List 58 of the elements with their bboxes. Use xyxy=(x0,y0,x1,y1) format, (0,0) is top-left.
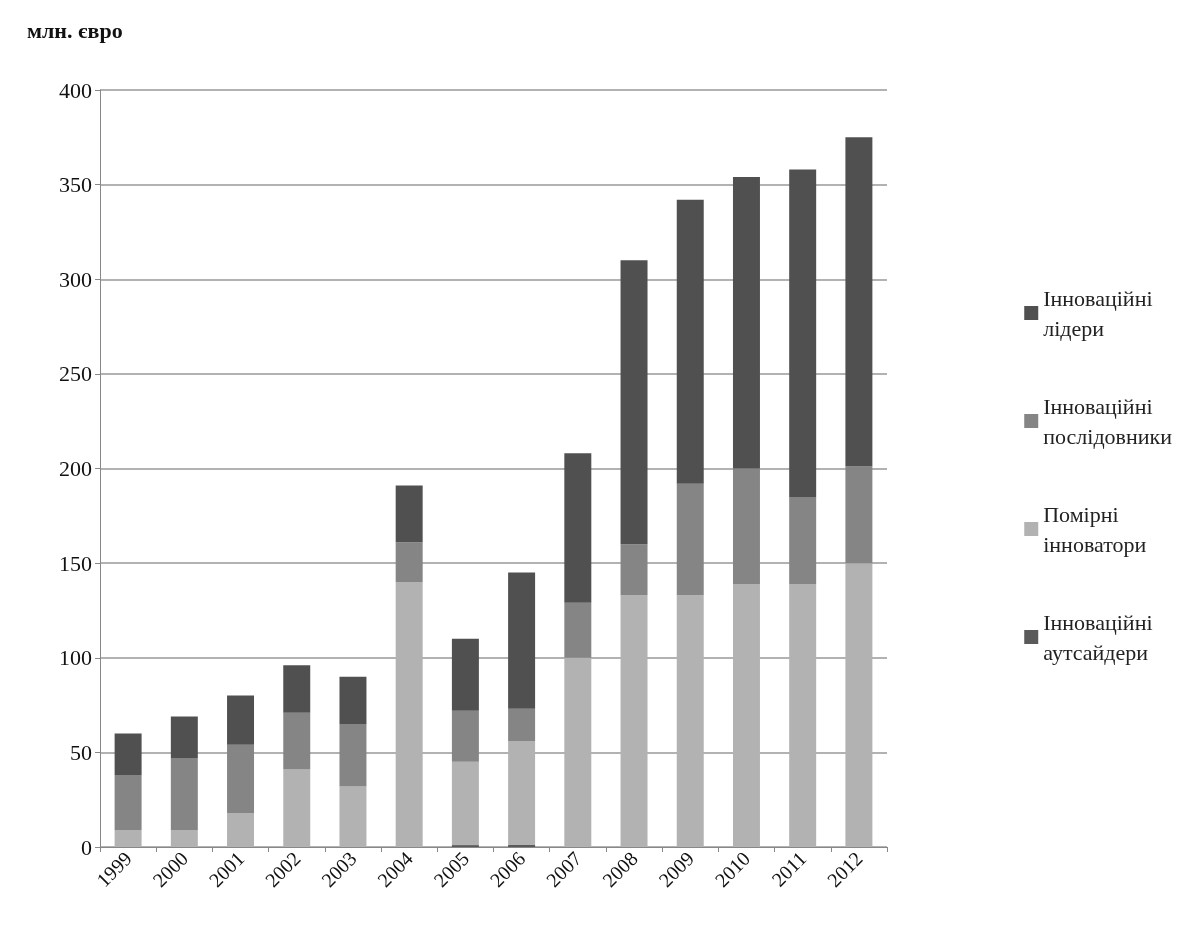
bar xyxy=(451,761,479,846)
y-tick-label: 150 xyxy=(59,550,92,576)
legend-label: Помірні інноватори xyxy=(1043,501,1147,557)
x-tick-label: 1999 xyxy=(92,847,136,892)
bar xyxy=(395,485,423,543)
bar xyxy=(114,775,142,830)
bar xyxy=(789,496,817,584)
bar xyxy=(451,710,479,762)
bar xyxy=(620,260,648,545)
bar xyxy=(227,695,255,745)
y-axis-title: млн. євро xyxy=(27,17,123,43)
bar xyxy=(508,741,536,846)
bar xyxy=(845,137,873,467)
bar xyxy=(676,483,704,596)
bar xyxy=(564,602,592,658)
bar xyxy=(339,723,367,787)
bar xyxy=(620,544,648,596)
bar xyxy=(395,542,423,583)
y-tick-label: 100 xyxy=(59,645,92,671)
bar xyxy=(564,453,592,603)
bar xyxy=(114,829,142,847)
bar xyxy=(789,583,817,847)
bar xyxy=(676,199,704,484)
bar xyxy=(451,638,479,711)
y-tick-label: 250 xyxy=(59,361,92,387)
bar xyxy=(732,177,760,469)
bar xyxy=(732,583,760,847)
legend-label: Інноваційні аутсайдери xyxy=(1043,609,1153,665)
bar xyxy=(620,595,648,847)
legend-label: Інноваційні лідери xyxy=(1043,285,1153,341)
y-tick-label: 300 xyxy=(59,266,92,292)
bar xyxy=(845,466,873,564)
bar xyxy=(227,744,255,813)
bar xyxy=(170,716,198,759)
y-tick-label: 0 xyxy=(81,834,92,860)
bar xyxy=(227,812,255,847)
bar xyxy=(283,769,311,847)
bar xyxy=(789,169,817,497)
y-tick-label: 50 xyxy=(70,739,92,765)
bar xyxy=(508,572,536,709)
bar xyxy=(339,676,367,724)
bar xyxy=(283,665,311,713)
bar xyxy=(564,657,592,847)
bar xyxy=(676,595,704,847)
bar xyxy=(395,582,423,847)
bar xyxy=(283,712,311,770)
bar xyxy=(845,563,873,847)
bar xyxy=(508,708,536,742)
bar xyxy=(170,758,198,830)
bar xyxy=(339,786,367,847)
legend-label: Інноваційні послідовники xyxy=(1043,393,1173,449)
y-tick-label: 350 xyxy=(59,172,92,198)
bar xyxy=(732,468,760,584)
bar xyxy=(170,829,198,847)
bar xyxy=(114,733,142,776)
x-tick-label: 2011 xyxy=(767,847,811,891)
y-tick-label: 400 xyxy=(59,77,92,103)
y-tick-label: 200 xyxy=(59,456,92,481)
